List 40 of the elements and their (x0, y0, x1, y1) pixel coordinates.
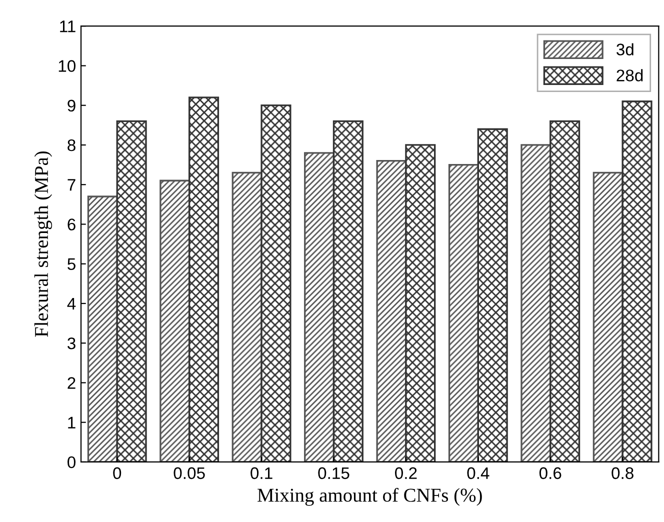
y-axis-title: Flexural strength (MPa) (34, 151, 52, 337)
legend-label: 3d (616, 43, 634, 56)
x-tick-label: 0.1 (250, 467, 272, 480)
bar (260, 104, 292, 462)
y-tick-label: 7 (68, 179, 76, 191)
x-tick-label: 0.8 (612, 467, 634, 480)
y-tick-label: 0 (68, 456, 76, 468)
bar (477, 128, 508, 462)
x-tick-label: 0.15 (318, 467, 350, 480)
bar (332, 120, 364, 462)
x-tick-label: 0.4 (467, 467, 490, 480)
y-tick-label: 10 (58, 60, 76, 72)
bar (405, 144, 436, 462)
bar (520, 144, 552, 462)
y-tick-label: 8 (68, 139, 76, 152)
y-tick-label: 5 (68, 258, 76, 270)
bar (304, 152, 335, 462)
bar (116, 120, 147, 462)
bar (622, 100, 652, 462)
y-tick-label: 6 (68, 218, 76, 230)
y-tick-label: 2 (68, 377, 76, 389)
y-tick-label: 1 (68, 416, 76, 428)
x-tick-label: 0.6 (539, 467, 562, 480)
legend-label: 28d (616, 69, 643, 82)
y-tick-label: 4 (67, 298, 76, 310)
x-tick-label: 0 (113, 467, 122, 480)
x-axis-title: Mixing amount of CNFs (%) (258, 488, 482, 506)
bar (87, 196, 118, 462)
y-tick-label: 9 (68, 100, 76, 112)
y-tick-label: 3 (68, 337, 76, 350)
bar (376, 160, 407, 462)
bar (232, 172, 262, 462)
bar (550, 120, 580, 462)
x-tick-label: 0.2 (395, 467, 417, 480)
y-tick-label: 11 (60, 20, 76, 32)
bar (592, 172, 624, 462)
bar (188, 96, 220, 462)
bar (160, 180, 190, 462)
bar (448, 164, 479, 462)
x-tick-label: 0.05 (174, 467, 205, 480)
